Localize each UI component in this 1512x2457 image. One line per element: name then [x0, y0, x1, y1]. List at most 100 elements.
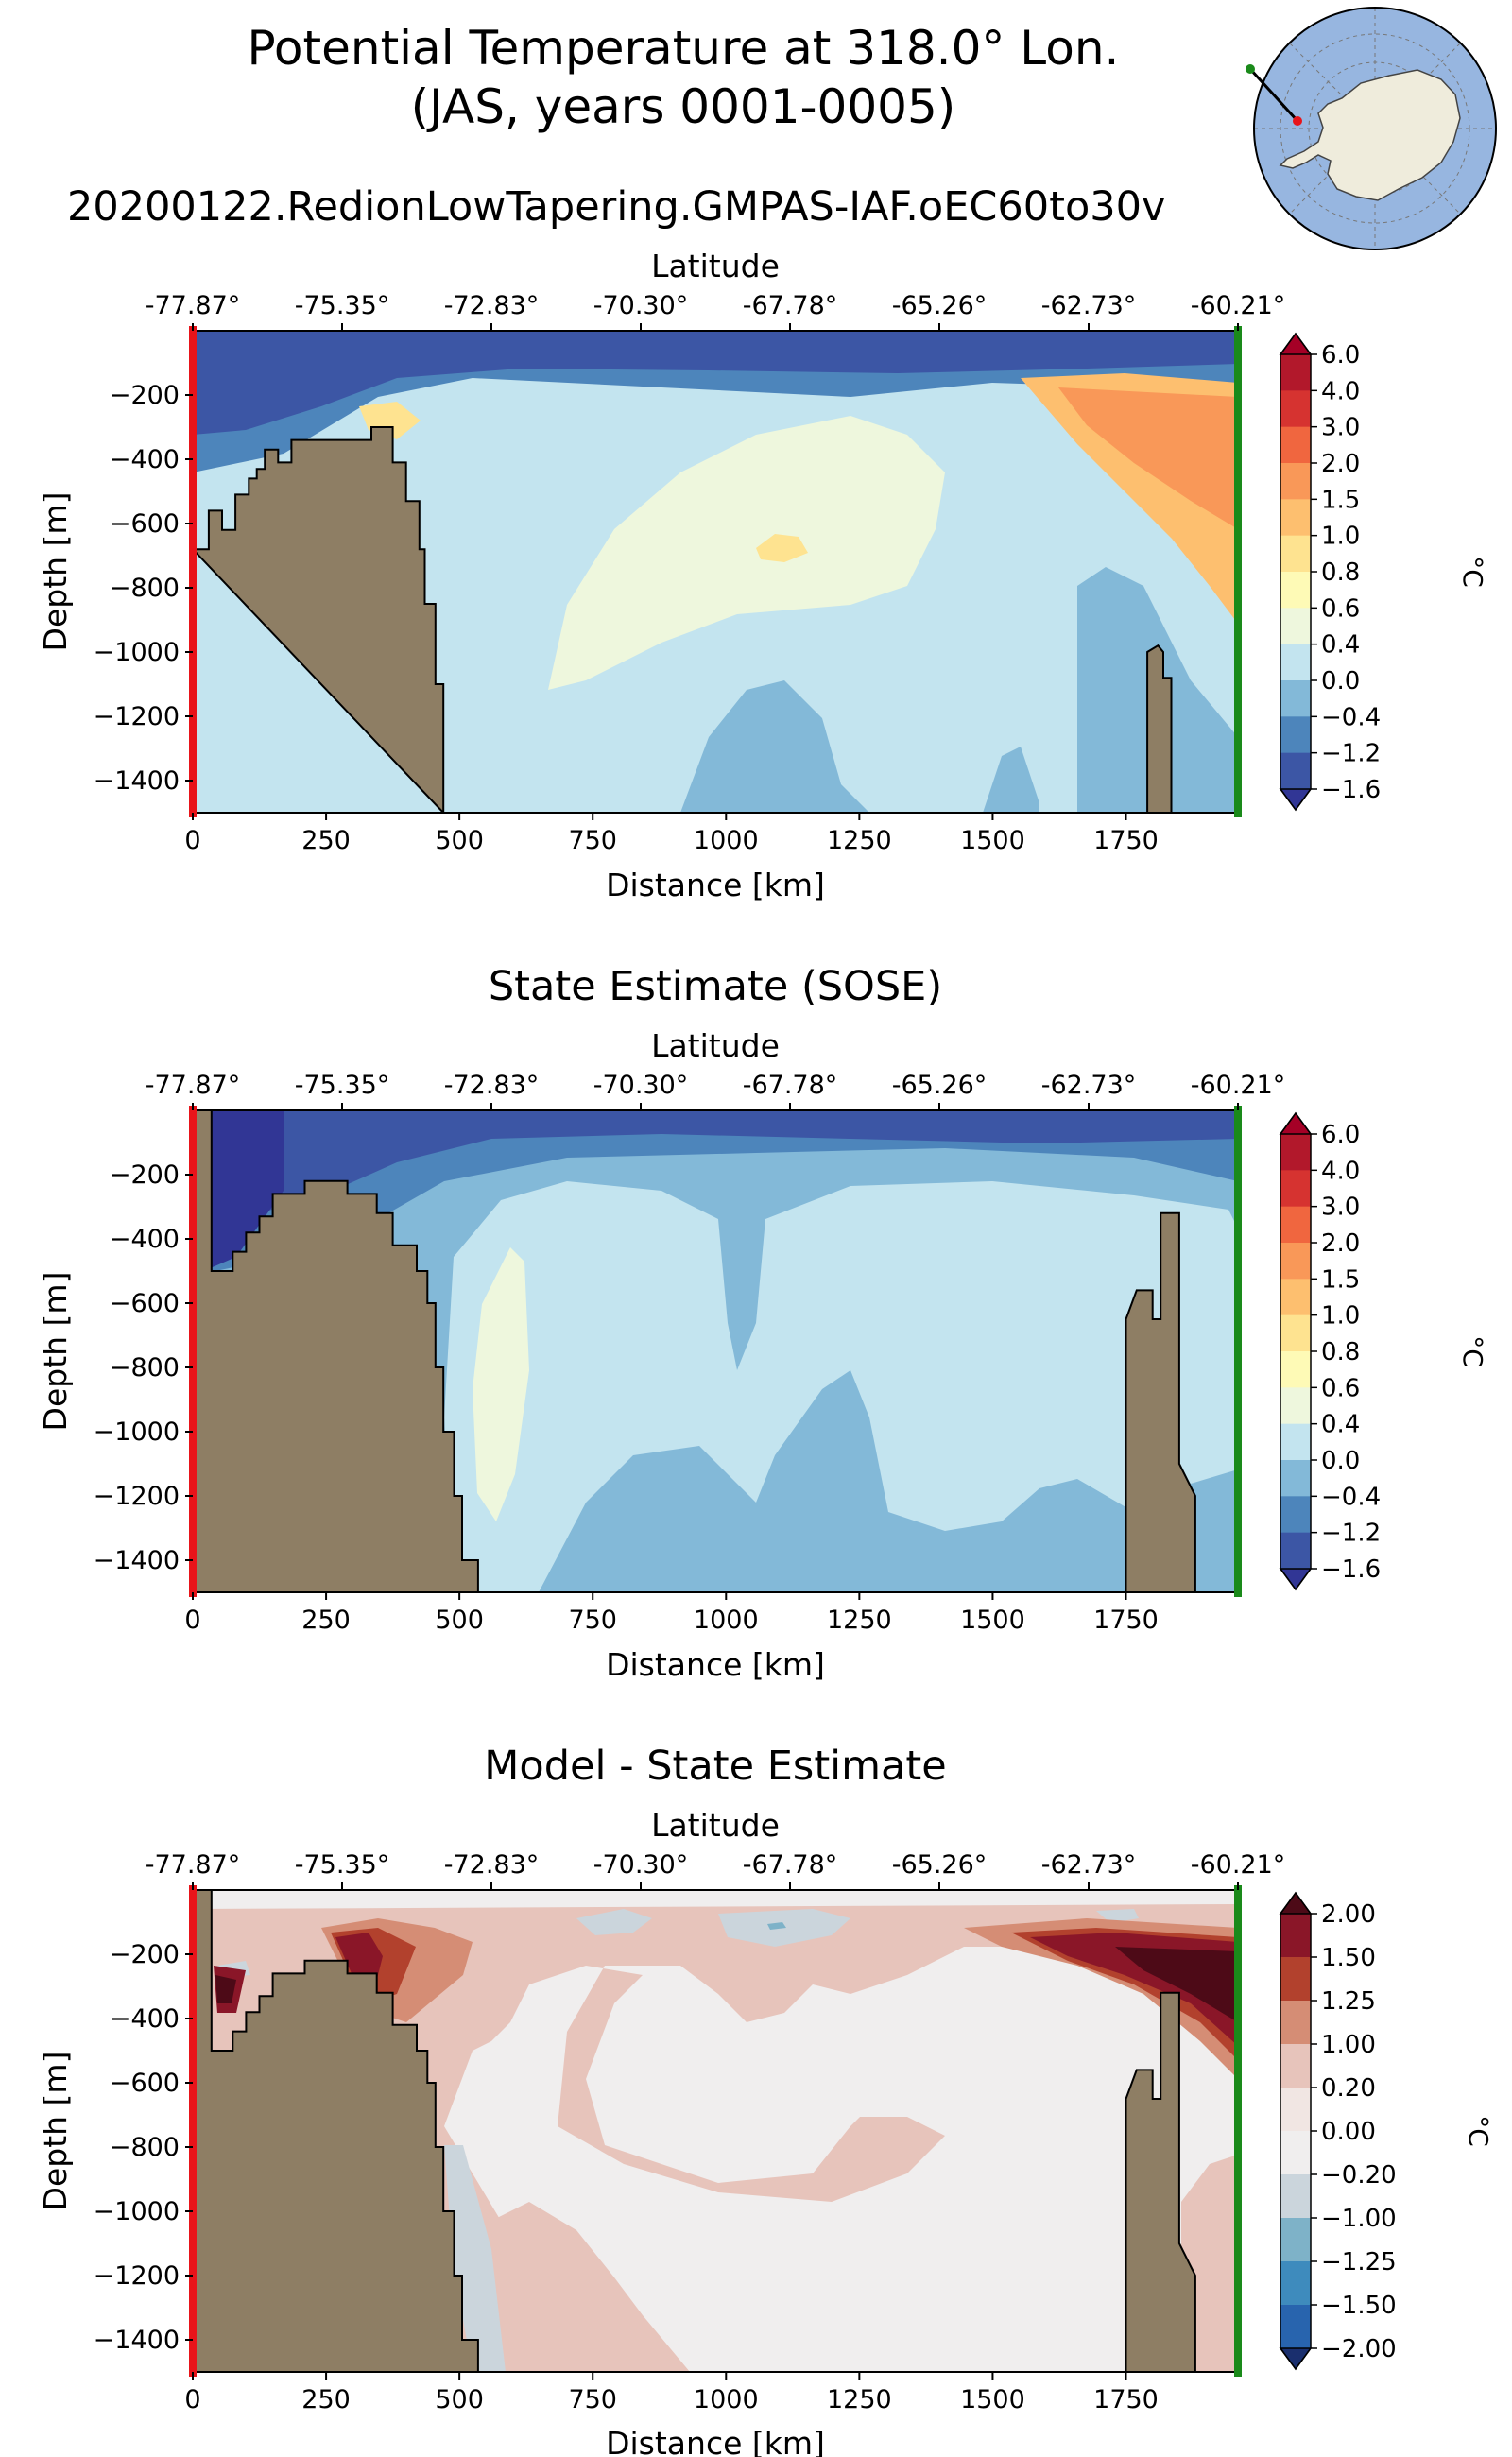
colorbar-tick-label: 2.0 [1321, 450, 1360, 478]
top-tick-label: -70.30° [593, 291, 689, 320]
top-tick-label: -67.78° [743, 1071, 838, 1100]
surface-colder-layer [193, 1110, 1238, 1228]
colorbar-tick-label: 3.0 [1321, 414, 1360, 442]
y-axis-label: Depth [m] [37, 492, 74, 652]
colorbar-tick-label: 2.0 [1321, 1229, 1360, 1258]
top-tick-label: -60.21° [1191, 1071, 1286, 1100]
colorbar-tick-label: 4.0 [1321, 1157, 1360, 1185]
colorbar-extend-min [1279, 1568, 1313, 1591]
x-tick-label: 500 [435, 1606, 484, 1635]
colorbar-tick-label: 1.0 [1321, 523, 1360, 551]
colorbar-swatch [1280, 2044, 1311, 2088]
section-start-marker [189, 1885, 197, 2377]
colorbar-swatch [1280, 2261, 1311, 2306]
colorbar-swatch [1280, 2305, 1311, 2349]
x-tick-label: 1750 [1093, 2385, 1159, 2414]
x-tick-label: 250 [301, 1606, 351, 1635]
colorbar-swatch [1280, 2131, 1311, 2175]
colorbar-swatch [1280, 1387, 1311, 1425]
colorbar-extend-max [1279, 1111, 1313, 1135]
colorbar-tick-label: 1.50 [1321, 1944, 1376, 1972]
top-tick-label: -72.83° [444, 1850, 540, 1880]
colorbar-tick-label: 0.6 [1321, 594, 1360, 623]
colorbar-swatch [1280, 390, 1311, 428]
x-tick-label: 1250 [827, 826, 892, 855]
colorbar-tick-label: 0.0 [1321, 1447, 1360, 1475]
colorbar-tick-label: 1.0 [1321, 1302, 1360, 1331]
top-axis-label: Latitude [651, 1027, 780, 1064]
figure-title-line2: (JAS, years 0001-0005) [411, 79, 956, 134]
colorbar-tick-label: 1.5 [1321, 1265, 1360, 1294]
x-tick-label: 1500 [960, 826, 1025, 855]
colorbar-tick-label: 0.8 [1321, 558, 1360, 587]
figure-title-line1: Potential Temperature at 318.0° Lon. [248, 21, 1120, 76]
top-axis-label: Latitude [651, 248, 780, 284]
axes: 0 250 500 750 1000 1250 1500 1750 -77.87° -75.35°… [94, 1850, 1286, 2414]
top-tick-label: -72.83° [444, 291, 540, 320]
colorbar-swatch [1280, 680, 1311, 717]
x-tick-label: 1000 [694, 826, 759, 855]
y-tick-label: −1400 [94, 1546, 180, 1575]
y-tick-label: −800 [110, 1353, 180, 1383]
colorbar-swatch [1280, 1170, 1311, 1208]
colorbar-swatch [1280, 752, 1311, 790]
top-tick-label: -65.26° [892, 1850, 988, 1880]
colorbar-tick-label: 0.6 [1321, 1374, 1360, 1402]
colorbar-tick-label: −1.2 [1321, 1520, 1381, 1548]
x-axis-label: Distance [km] [606, 1646, 825, 1683]
colorbar-swatch [1280, 463, 1311, 500]
y-tick-label: −1200 [94, 702, 180, 731]
colorbar-tick-label: −1.50 [1321, 2292, 1397, 2320]
colorbar-tick-label: −1.6 [1321, 1555, 1381, 1584]
colorbar-tick-label: 6.0 [1321, 341, 1360, 369]
colorbar: 2.00 1.50 1.25 1.00 0.20 0.00 −0.20 −1.00 −1.25 −… [1279, 1891, 1397, 2371]
x-axis-label: Distance [km] [606, 867, 825, 903]
y-tick-label: −600 [110, 2069, 180, 2098]
colorbar-extend-min [1279, 788, 1313, 812]
x-tick-label: 750 [568, 2385, 617, 2414]
colorbar-swatch [1280, 2001, 1311, 2045]
colorbar-tick-label: 0.00 [1321, 2118, 1376, 2146]
antarctica-landmass [1279, 69, 1461, 201]
panel-title: Model - State Estimate [484, 1743, 946, 1790]
surface-cold-layer [193, 1110, 1238, 1276]
colorbar-swatch [1280, 1206, 1311, 1244]
colorbar-label: °C [1463, 2115, 1494, 2147]
colorbar-swatch [1280, 644, 1311, 681]
y-tick-label: −200 [110, 1940, 180, 1969]
colorbar-swatch [1280, 426, 1311, 464]
colorbar-swatch [1280, 1279, 1311, 1316]
top-tick-label: -60.21° [1191, 291, 1286, 320]
colorbar-tick-label: 0.8 [1321, 1338, 1360, 1366]
colorbar-tick-label: 1.5 [1321, 486, 1360, 514]
colorbar-swatch [1280, 1243, 1311, 1280]
top-tick-label: -75.35° [295, 291, 390, 320]
x-tick-label: 1500 [960, 1606, 1025, 1635]
antarctica-map-icon [1246, 7, 1497, 250]
section-line [1248, 67, 1299, 123]
colorbar-swatch [1280, 1914, 1311, 1958]
bathymetry [193, 1110, 479, 1592]
colorbar-extend-max [1279, 1891, 1313, 1915]
x-axis-label: Distance [km] [606, 2425, 825, 2457]
colorbar-swatch [1280, 716, 1311, 754]
seamount [1125, 1991, 1196, 2372]
x-tick-label: 500 [435, 2385, 484, 2414]
x-tick-label: 500 [435, 826, 484, 855]
x-tick-label: 1750 [1093, 826, 1159, 855]
y-tick-label: −800 [110, 574, 180, 603]
panel-difference: Model - State Estimate 0 [37, 1743, 1494, 2457]
y-tick-label: −600 [110, 1289, 180, 1318]
top-tick-label: -72.83° [444, 1071, 540, 1100]
plot-area [193, 331, 1238, 813]
x-tick-label: 1000 [694, 2385, 759, 2414]
top-tick-label: -65.26° [892, 291, 988, 320]
top-tick-label: -65.26° [892, 1071, 988, 1100]
warm-intermediate-water-region [548, 416, 945, 690]
y-tick-label: −400 [110, 445, 180, 474]
colorbar-swatch [1280, 572, 1311, 609]
colorbar-swatch [1280, 1423, 1311, 1461]
shelf-cold-water [193, 1110, 284, 1276]
y-tick-label: −200 [110, 1160, 180, 1190]
panel-title: 20200122.RedionLowTapering.GMPAS-IAF.oEC… [67, 183, 1165, 231]
